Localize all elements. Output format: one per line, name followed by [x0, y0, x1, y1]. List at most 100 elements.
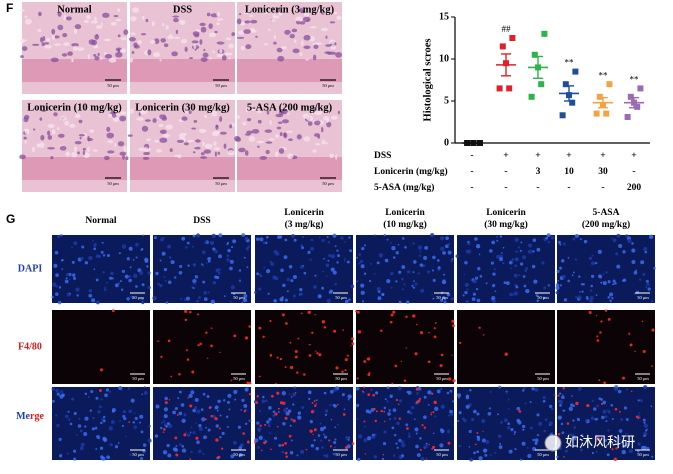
- cell: [183, 142, 189, 146]
- nucleus: [65, 277, 68, 280]
- nucleus: [76, 434, 78, 437]
- nucleus: [80, 442, 85, 447]
- nucleus: [327, 240, 331, 244]
- nucleus: [610, 403, 614, 407]
- nucleus: [447, 242, 451, 246]
- nucleus: [502, 246, 505, 249]
- nucleus: [507, 422, 511, 426]
- nucleus: [324, 453, 329, 458]
- cell: [244, 20, 251, 24]
- nucleus: [637, 442, 641, 446]
- nucleus: [87, 395, 90, 399]
- red-signal: [482, 334, 485, 336]
- cell: [83, 152, 91, 158]
- red-signal: [187, 397, 190, 399]
- nucleus: [381, 293, 385, 296]
- nucleus: [395, 442, 398, 445]
- nucleus: [397, 243, 400, 246]
- nucleus: [228, 408, 231, 411]
- nucleus: [61, 268, 64, 270]
- cell: [261, 10, 269, 14]
- cell: [267, 28, 271, 31]
- nucleus: [509, 292, 513, 297]
- nucleus: [420, 456, 425, 461]
- nucleus: [299, 287, 303, 292]
- nucleus: [268, 406, 272, 410]
- red-signal: [588, 311, 592, 315]
- red-signal: [263, 441, 267, 445]
- red-signal: [262, 335, 265, 338]
- cell: [181, 116, 188, 121]
- nucleus: [135, 256, 138, 259]
- nucleus: [196, 299, 199, 303]
- nucleus: [206, 395, 210, 398]
- nucleus: [642, 418, 646, 422]
- nucleus: [370, 263, 372, 265]
- nucleus: [147, 438, 152, 443]
- nucleus: [458, 411, 462, 415]
- red-signal: [397, 403, 400, 405]
- nucleus: [227, 393, 232, 398]
- nucleus: [635, 290, 640, 295]
- nucleus: [245, 422, 248, 426]
- nucleus: [631, 259, 636, 264]
- fluorescence-image: 50 μm: [555, 384, 655, 461]
- cell: [231, 122, 235, 127]
- nucleus: [307, 390, 312, 395]
- nucleus: [472, 292, 476, 296]
- nucleus: [292, 274, 297, 280]
- nucleus: [597, 249, 602, 254]
- nucleus: [478, 456, 483, 461]
- nucleus: [196, 440, 200, 445]
- nucleus: [147, 271, 151, 275]
- fluorescence-image: 50 μm: [51, 385, 152, 461]
- nucleus: [128, 275, 132, 278]
- cell: [127, 134, 133, 137]
- cell: [245, 107, 249, 113]
- nucleus: [161, 251, 166, 256]
- red-signal: [342, 329, 344, 331]
- fluorescence-image: 50 μm: [354, 310, 456, 385]
- red-signal: [284, 416, 288, 420]
- cell: [104, 155, 110, 161]
- fluorescence-image: 50 μm: [457, 310, 555, 384]
- nucleus: [83, 431, 88, 437]
- red-signal: [199, 342, 202, 346]
- cell: [159, 59, 162, 62]
- cell: [273, 35, 276, 40]
- cell: [131, 7, 139, 13]
- nucleus: [99, 446, 104, 450]
- nucleus: [104, 393, 108, 398]
- red-signal: [270, 448, 272, 451]
- nucleus: [598, 275, 602, 279]
- nucleus: [465, 394, 470, 398]
- cell: [303, 45, 311, 50]
- nucleus: [183, 413, 187, 417]
- nucleus: [129, 295, 133, 298]
- red-signal: [178, 372, 181, 376]
- nucleus: [627, 238, 632, 244]
- nucleus: [242, 297, 248, 303]
- nucleus: [572, 419, 575, 422]
- red-signal: [615, 447, 618, 450]
- cell: [87, 146, 90, 153]
- nucleus: [423, 415, 427, 420]
- nucleus: [511, 258, 515, 261]
- nucleus: [386, 279, 391, 284]
- nucleus: [358, 253, 362, 256]
- nucleus: [376, 286, 381, 291]
- cell: [335, 51, 343, 58]
- nucleus: [450, 258, 454, 263]
- nucleus: [246, 266, 249, 269]
- nucleus: [201, 250, 206, 255]
- cell: [102, 12, 110, 18]
- nucleus: [293, 386, 296, 390]
- nucleus: [126, 257, 130, 261]
- nucleus: [527, 453, 532, 458]
- cell: [64, 120, 69, 126]
- red-signal: [356, 310, 360, 314]
- nucleus: [514, 237, 519, 243]
- cell: [303, 11, 310, 17]
- cell: [209, 56, 212, 60]
- cell: [74, 141, 82, 145]
